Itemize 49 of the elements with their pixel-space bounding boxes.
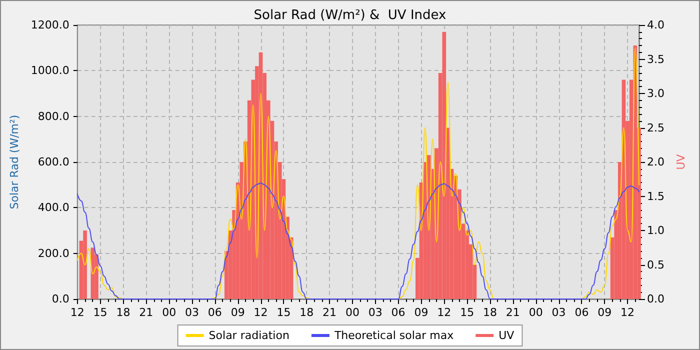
x-tick-label: 21 (506, 306, 520, 319)
y2-tick-label: 1.0 (647, 224, 664, 237)
x-tick-label: 00 (528, 306, 543, 319)
y-tick-label: 400.0 (38, 201, 70, 214)
y2-axis-title: UV (674, 154, 688, 170)
chart-title: Solar Rad (W/m²) & UV Index (254, 8, 447, 23)
x-tick-label: 21 (139, 306, 154, 319)
x-tick-label: 18 (300, 306, 314, 319)
x-tick-label: 12 (70, 306, 84, 319)
x-tick-label: 09 (414, 306, 428, 319)
y-tick-label: 200.0 (38, 246, 70, 260)
x-tick-label: 15 (460, 306, 474, 319)
x-tick-label: 21 (322, 306, 337, 319)
y-axis-title: Solar Rad (W/m²) (8, 114, 21, 210)
y-tick-label: 800.0 (38, 110, 70, 123)
x-tick-label: 15 (93, 306, 108, 319)
x-tick-label: 12 (437, 306, 452, 319)
x-tick-label: 06 (208, 306, 222, 319)
legend-label: Solar radiation (208, 329, 290, 342)
x-tick-label: 06 (391, 306, 406, 319)
x-tick-label: 06 (574, 306, 589, 319)
y2-tick-label: 1.5 (647, 190, 664, 203)
y-tick-label: 0.0 (52, 292, 70, 306)
x-tick-label: 03 (552, 306, 566, 319)
y-tick-label: 600.0 (38, 156, 70, 168)
y2-tick-label: 3.5 (647, 52, 664, 66)
y2-tick-label: 3.0 (647, 87, 664, 100)
y-tick-label: 1000.0 (30, 64, 70, 78)
x-tick-label: 03 (185, 306, 200, 319)
x-tick-label: 18 (483, 306, 497, 319)
y2-tick-label: 2.0 (647, 156, 664, 168)
x-tick-label: 12 (620, 306, 635, 319)
x-tick-label: 09 (598, 306, 612, 319)
y2-tick-label: 0.0 (647, 292, 664, 306)
x-tick-label: 03 (368, 306, 382, 319)
y-tick-label: 1200.0 (30, 18, 70, 32)
y2-tick-label: 4.0 (647, 18, 664, 32)
x-tick-label: 12 (254, 306, 268, 319)
y2-tick-label: 2.5 (647, 121, 664, 134)
legend-label: Theoretical solar max (333, 329, 454, 342)
x-tick-label: 18 (116, 306, 130, 319)
bar (442, 32, 446, 299)
legend-label: UV (498, 329, 515, 342)
bar (83, 230, 87, 299)
x-tick-label: 15 (276, 306, 291, 319)
x-tick-label: 09 (230, 306, 245, 319)
x-tick-label: 00 (345, 306, 360, 319)
y2-tick-label: 0.5 (647, 258, 664, 272)
x-tick-label: 00 (162, 306, 176, 319)
